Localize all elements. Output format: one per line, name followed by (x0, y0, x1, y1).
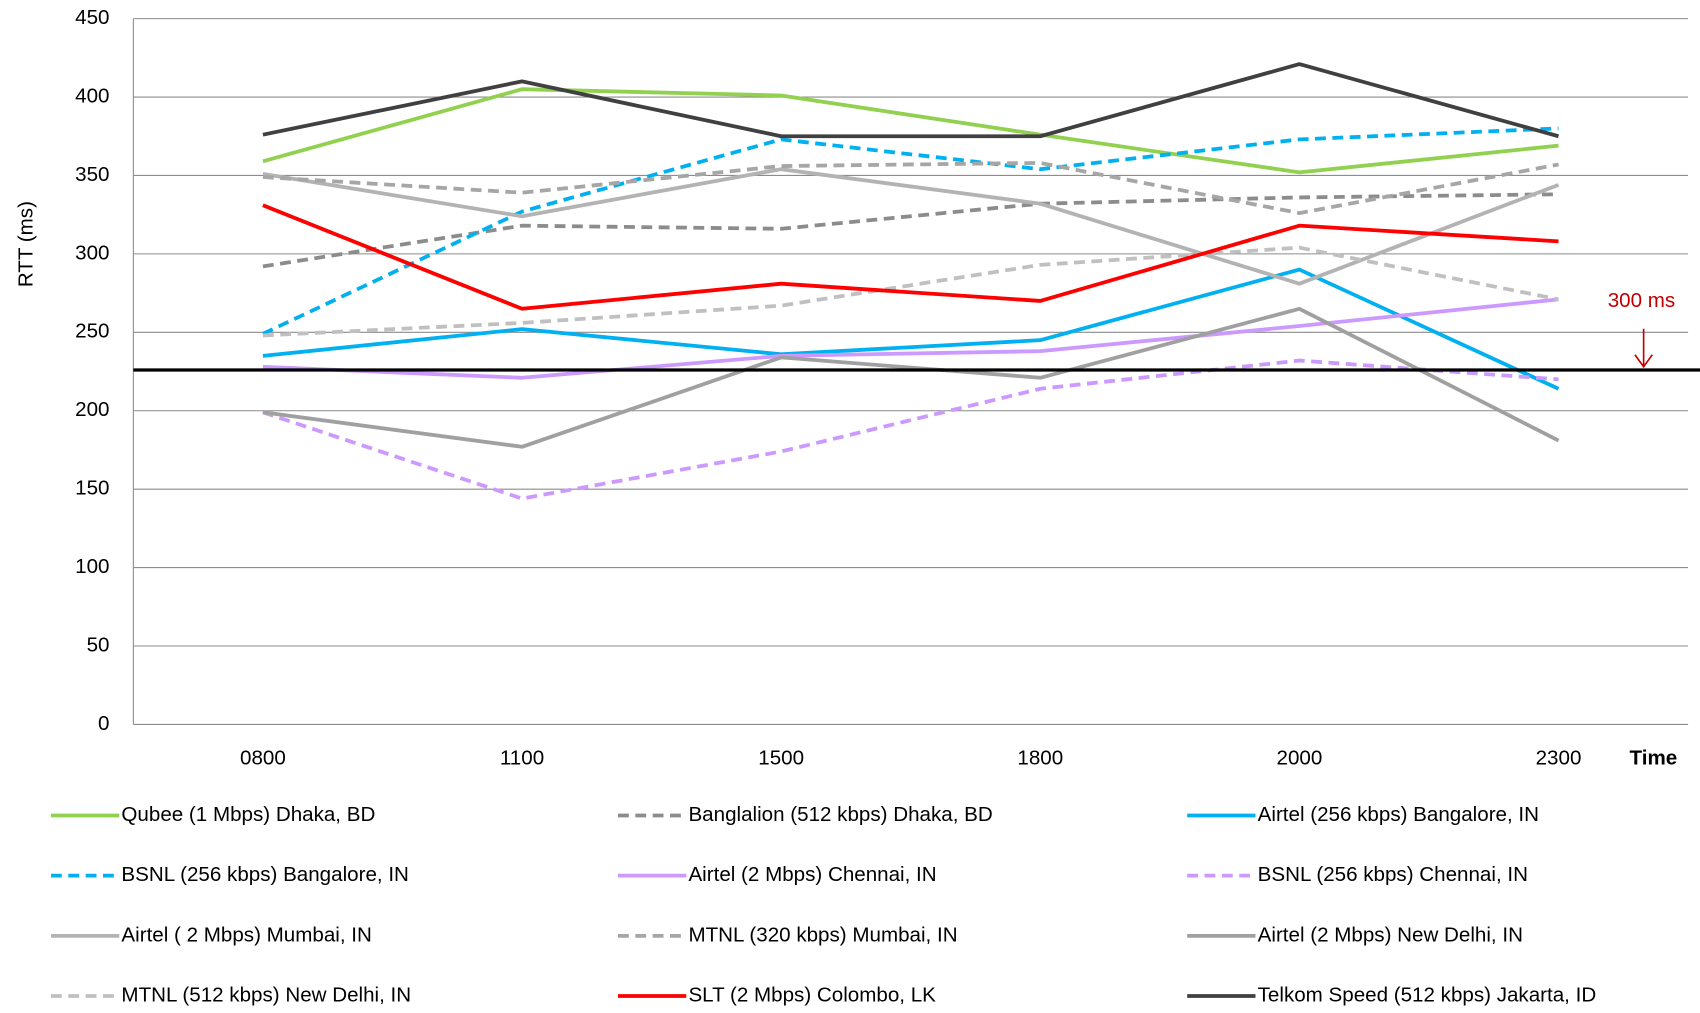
series-line (262, 161, 1559, 216)
series-line (262, 267, 1560, 391)
series-line (262, 297, 1559, 380)
legend-label: Banglalion (512 kbps) Dhaka, BD (688, 803, 992, 826)
series-line (262, 62, 1560, 139)
y-tick-label: 450 (75, 6, 109, 29)
y-tick-label: 100 (75, 555, 109, 578)
legend-label: Telkom Speed (512 kbps) Jakarta, ID (1258, 983, 1597, 1006)
y-tick-label: 250 (75, 320, 109, 343)
legend-label: Airtel (256 kbps) Bangalore, IN (1258, 803, 1539, 826)
y-tick-label: 300 (75, 241, 109, 264)
legend-label: SLT (2 Mbps) Colombo, LK (688, 983, 936, 1006)
legend-label: MTNL (320 kbps) Mumbai, IN (688, 923, 957, 946)
series-line (262, 245, 1559, 338)
y-tick-label: 0 (98, 712, 109, 735)
legend-label: Qubee (1 Mbps) Dhaka, BD (121, 803, 375, 826)
x-tick-label: 1800 (1017, 747, 1063, 770)
series-line (262, 306, 1560, 449)
x-tick-label: 1100 (500, 747, 544, 770)
y-tick-label: 50 (87, 633, 110, 656)
legend-label: MTNL (512 kbps) New Delhi, IN (121, 983, 411, 1006)
y-tick-label: 150 (75, 477, 109, 500)
y-tick-label: 400 (75, 84, 109, 107)
annotation-arrow (1634, 328, 1653, 369)
legend-label: Airtel (2 Mbps) Chennai, IN (688, 863, 936, 886)
x-tick-label: 1500 (758, 747, 804, 770)
annotation: 300 ms (1608, 289, 1675, 312)
legend-label: Airtel (2 Mbps) New Delhi, IN (1258, 923, 1523, 946)
x-tick-label: 2000 (1277, 747, 1323, 770)
y-tick-label: 200 (75, 398, 109, 421)
series-line (262, 87, 1559, 175)
series-line (262, 167, 1560, 286)
series-line (262, 126, 1559, 336)
series-line (262, 203, 1559, 311)
x-axis-title: Time (1630, 747, 1678, 770)
legend-label: BSNL (256 kbps) Bangalore, IN (121, 863, 408, 886)
y-axis-title: RTT (ms) (15, 201, 38, 287)
series-line (262, 192, 1559, 269)
legend-label: Airtel ( 2 Mbps) Mumbai, IN (121, 923, 371, 946)
x-tick-label: 0800 (240, 747, 286, 770)
x-tick-label: 2300 (1536, 747, 1582, 770)
series-line (262, 358, 1559, 501)
y-tick-label: 350 (75, 163, 109, 186)
legend-label: BSNL (256 kbps) Chennai, IN (1258, 863, 1528, 886)
